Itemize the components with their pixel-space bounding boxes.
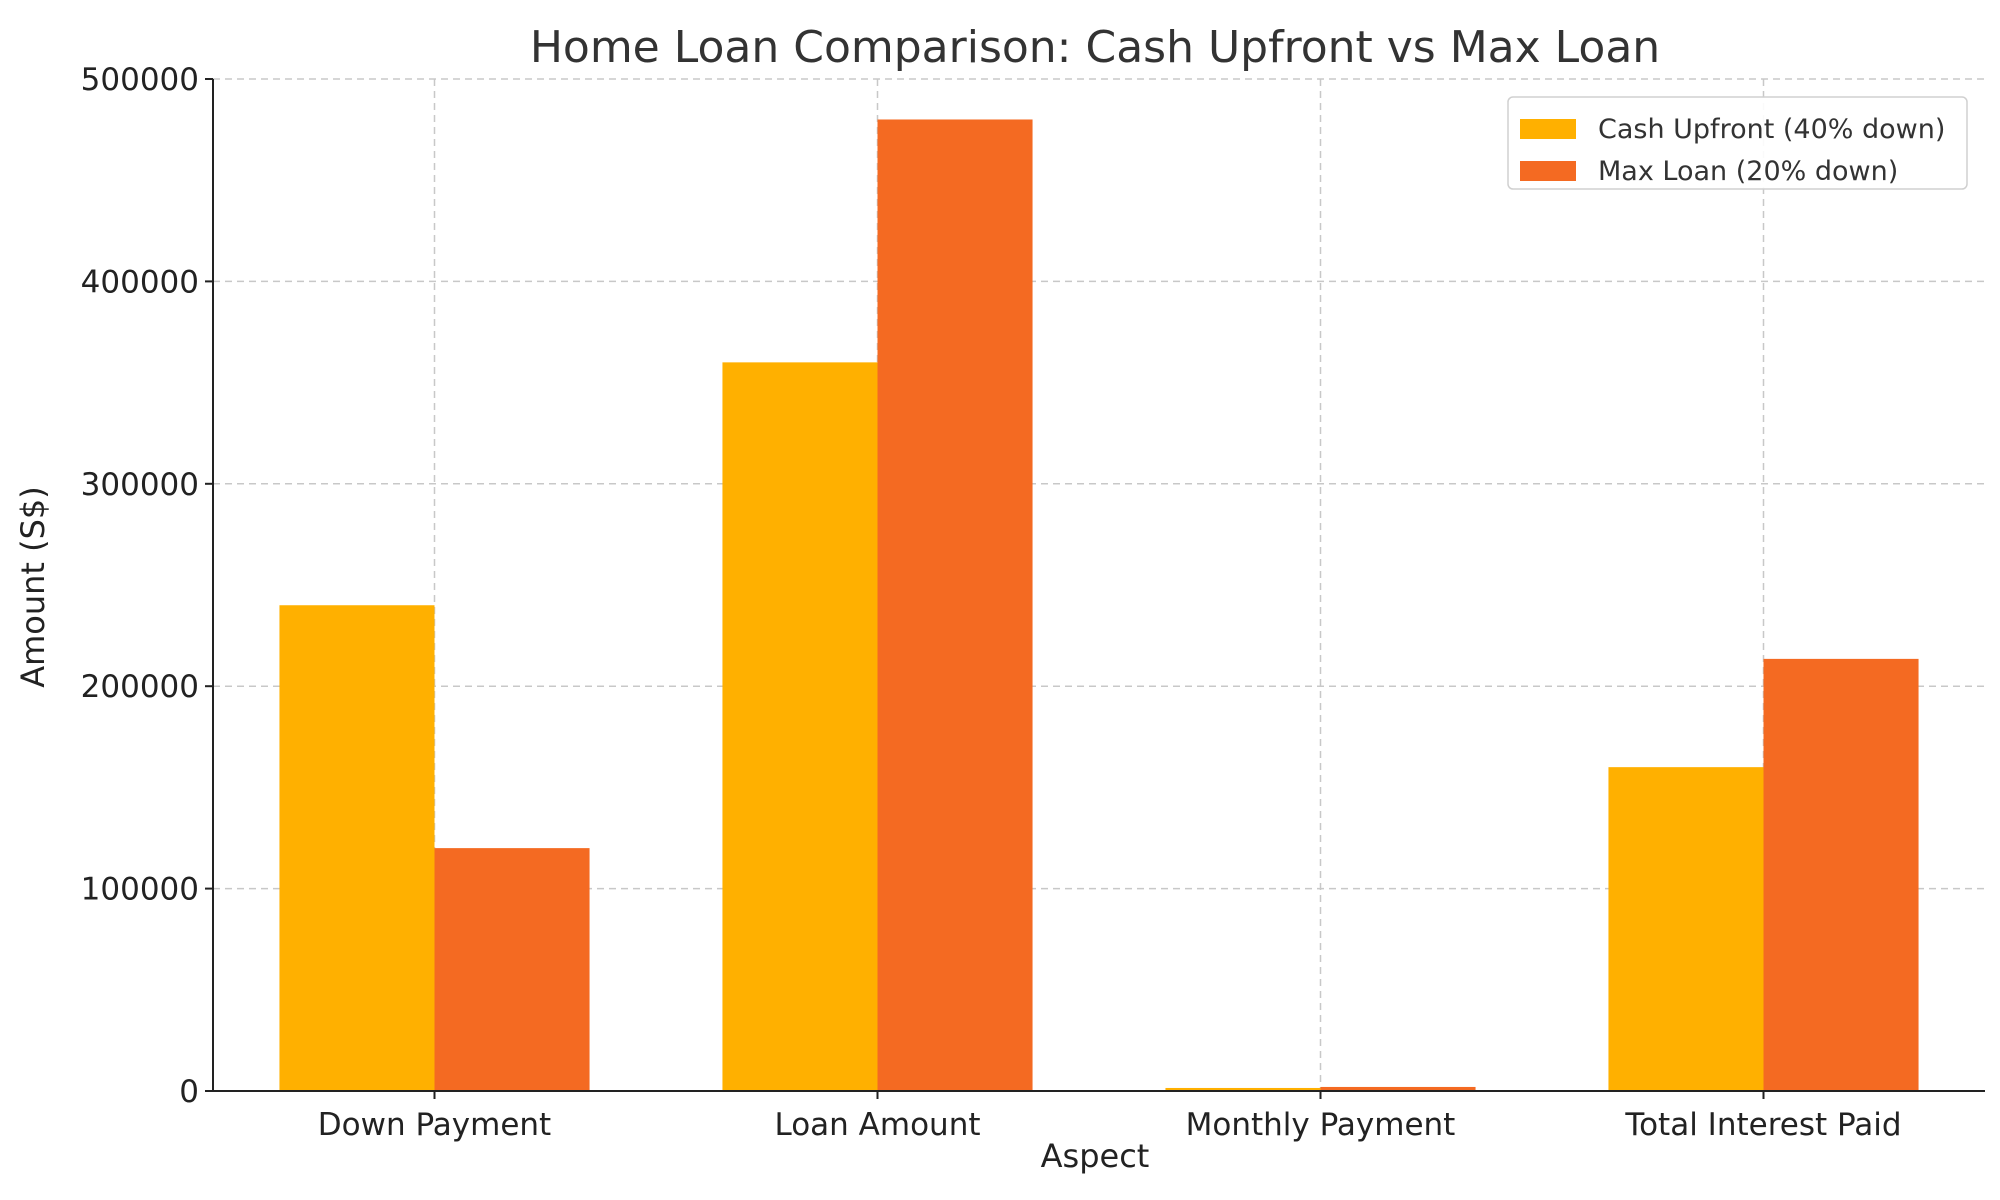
legend: Cash Upfront (40% down) Max Loan (20% dow…: [1507, 96, 1968, 190]
bars-layer: [279, 119, 1919, 1092]
y-tick-label: 0: [179, 1074, 199, 1110]
x-tick-label: Total Interest Paid: [1624, 1107, 1901, 1143]
y-axis-title: Amount (S$): [14, 486, 52, 688]
x-tick-label: Loan Amount: [774, 1107, 980, 1143]
bar-max-loan-0: [434, 848, 590, 1091]
chart-title: Home Loan Comparison: Cash Upfront vs Ma…: [530, 22, 1660, 73]
y-tick-label: 400000: [81, 264, 199, 300]
y-tick-label: 100000: [81, 872, 199, 908]
bar-cash-upfront-3: [1608, 767, 1764, 1091]
legend-swatch: [1520, 161, 1576, 181]
x-tick-label: Down Payment: [318, 1107, 551, 1143]
bar-cash-upfront-0: [279, 605, 435, 1091]
axes-layer: [212, 79, 1985, 1092]
bar-max-loan-1: [877, 119, 1033, 1092]
y-tick-label: 200000: [81, 669, 199, 705]
bar-cash-upfront-2: [1165, 1087, 1321, 1091]
y-tick-label: 300000: [81, 467, 199, 503]
bar-max-loan-3: [1763, 658, 1919, 1091]
legend-frame: [1507, 96, 1968, 190]
bar-cash-upfront-1: [722, 362, 878, 1091]
x-tick-label: Monthly Payment: [1186, 1107, 1456, 1143]
legend-label: Cash Upfront (40% down): [1598, 114, 1945, 145]
legend-swatch: [1520, 119, 1576, 139]
x-axis-title: Aspect: [1041, 1137, 1150, 1175]
ticks-layer: 0 100000 200000 300000 400000 500000 Down Paym…: [81, 62, 1902, 1143]
y-tick-label: 500000: [81, 62, 199, 98]
bar-max-loan-2: [1320, 1086, 1476, 1091]
legend-label: Max Loan (20% down): [1598, 156, 1898, 187]
